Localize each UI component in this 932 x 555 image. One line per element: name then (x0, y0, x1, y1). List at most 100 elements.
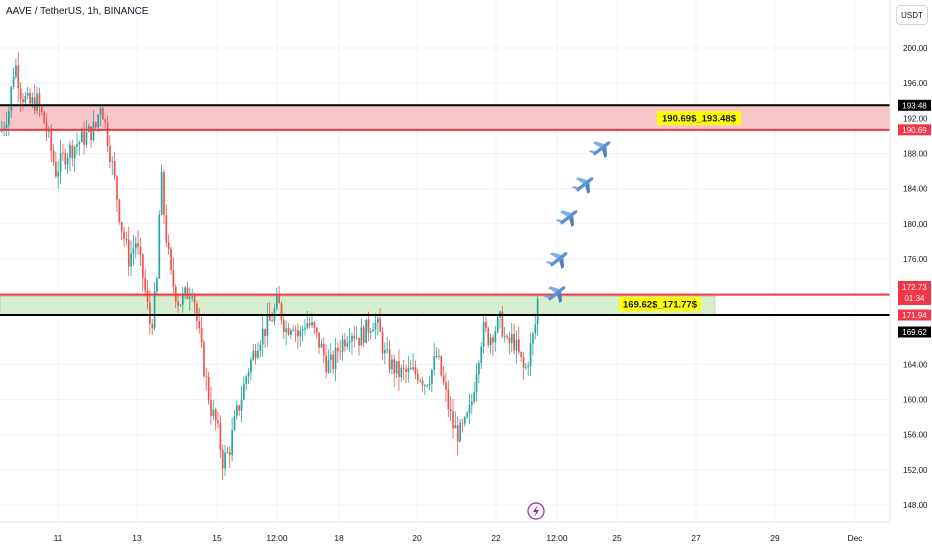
candle-body (306, 323, 309, 328)
candle-body (527, 365, 530, 368)
candle-body (80, 131, 83, 143)
candle-body (400, 367, 403, 378)
candle-body (339, 351, 342, 353)
candle-body (50, 130, 53, 151)
candle-body (85, 131, 88, 145)
candle-body (179, 304, 182, 306)
candle-body (217, 420, 219, 424)
candle-body (19, 88, 22, 99)
candle-body (510, 334, 513, 343)
y-tick-label: 156.00 (903, 431, 928, 440)
zone-label-lower-bg (619, 297, 701, 311)
candle-body (322, 343, 325, 356)
candle-body (473, 392, 476, 402)
x-tick-label: 29 (770, 533, 780, 543)
airplane-tail (555, 219, 563, 223)
candle-body (518, 339, 520, 352)
candle-body (360, 327, 363, 346)
candle-body (485, 321, 487, 329)
price-axis-bg (890, 0, 932, 550)
candle-body (196, 303, 198, 321)
candle-body (522, 357, 525, 368)
candle-body (254, 350, 257, 358)
candle-body (414, 367, 417, 374)
candle-body (118, 199, 121, 223)
candle-body (379, 318, 382, 332)
y-tick-label: 196.00 (903, 79, 928, 88)
candle-body (149, 302, 151, 325)
candle-body (210, 400, 212, 416)
x-tick-label: 20 (412, 533, 422, 543)
candle-body (146, 290, 149, 303)
candle-body (501, 311, 504, 337)
candle-body (198, 320, 201, 329)
candle-body (290, 330, 292, 335)
price-tag-171-94: 171.94 (898, 309, 931, 321)
y-tick-label: 148.00 (903, 501, 928, 510)
candle-body (407, 367, 410, 372)
candle-body (132, 248, 135, 254)
candle-body (64, 153, 67, 165)
candle-body (471, 401, 473, 406)
price-tag-190-69-text: 190.69 (902, 126, 927, 135)
candle-body (475, 374, 478, 393)
candle-body (95, 122, 97, 128)
candle-body (224, 452, 226, 469)
candle-body (529, 343, 532, 366)
candle-body (111, 161, 114, 163)
candle-body (151, 324, 154, 329)
candle-body (344, 339, 346, 347)
zone-label-lower-text: 169.62$_171.77$ (623, 300, 698, 311)
candle-body (320, 343, 323, 348)
candle-body (275, 296, 278, 309)
candle-body (83, 131, 85, 145)
zone-label-upper-text: 190.69$_193.48$ (662, 114, 737, 125)
candle-body (449, 409, 452, 412)
x-tick-label: 27 (691, 533, 701, 543)
price-zones (0, 105, 890, 316)
airplane-wing-top (549, 252, 562, 259)
candle-body (325, 355, 327, 373)
candle-body (351, 335, 353, 342)
candle-body (165, 214, 168, 243)
candle-body (66, 157, 69, 165)
candle-body (447, 389, 450, 410)
grid (0, 0, 890, 522)
candle-body (456, 425, 459, 442)
level-lines (0, 104, 890, 316)
candle-body (233, 416, 236, 431)
candle-body (212, 409, 215, 416)
candle-body (534, 324, 537, 334)
candle-body (57, 171, 60, 177)
candle-body (221, 450, 224, 469)
candle-body (228, 451, 231, 456)
candle-body (442, 375, 445, 383)
candle-body (398, 361, 400, 378)
candle-body (308, 323, 311, 326)
candle-body (426, 385, 429, 387)
candle-body (301, 329, 304, 331)
airplane-tail (588, 150, 596, 154)
candle-body (283, 320, 285, 332)
candle-body (153, 291, 156, 329)
candle-body (33, 97, 36, 111)
airplane-body (592, 141, 611, 156)
y-tick-label: 160.00 (903, 396, 928, 405)
y-tick-label: 176.00 (903, 255, 928, 264)
airplane-body (575, 177, 594, 192)
candle-body (12, 76, 15, 87)
candle-body (508, 337, 511, 343)
candle-body (8, 110, 10, 125)
candle-body (55, 161, 57, 177)
candle-body (365, 319, 367, 343)
candle-body (402, 367, 405, 369)
candle-body (466, 412, 468, 418)
candle-body (372, 329, 374, 332)
candle-body (405, 368, 407, 372)
currency-button[interactable]: USDT (896, 5, 928, 25)
price-tag-171-94-text: 171.94 (902, 311, 927, 320)
airplane-wing-bottom (559, 257, 564, 270)
candle-body (332, 354, 335, 370)
